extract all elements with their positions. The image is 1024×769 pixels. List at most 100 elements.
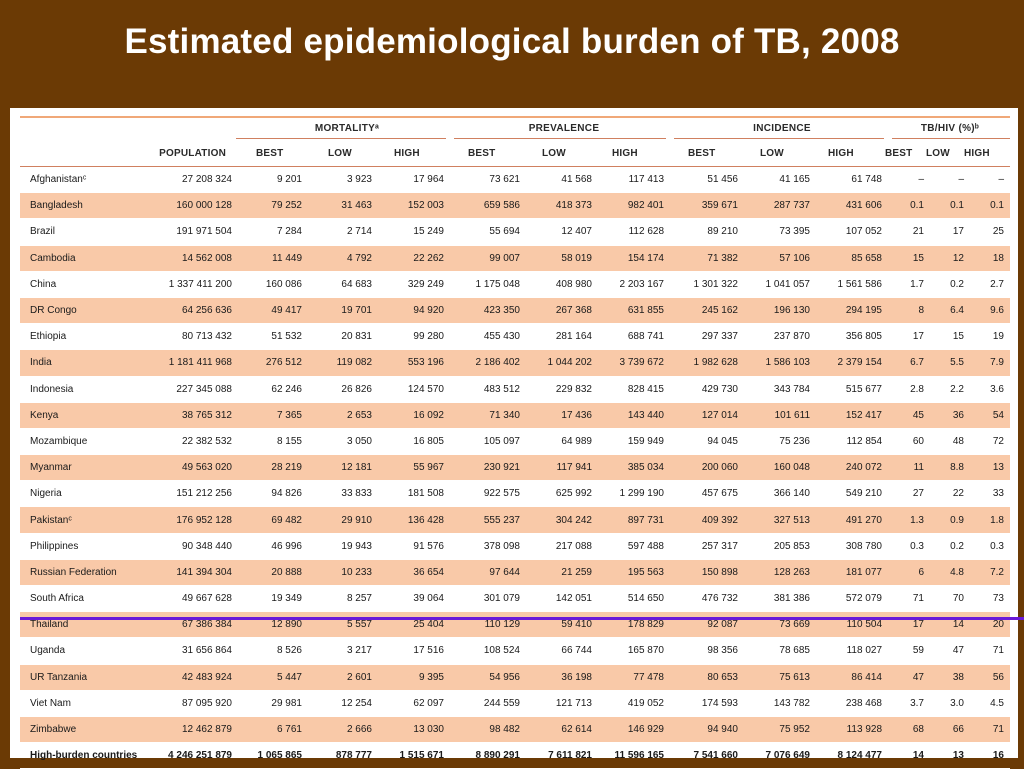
cell-pop: 42 483 924: [148, 664, 238, 691]
cell-p-best: 659 586: [450, 192, 526, 220]
cell-h-best: 11: [888, 454, 930, 482]
cell-h-best: 27: [888, 480, 930, 508]
cell-m-low: 26 826: [308, 376, 378, 403]
cell-p-high: 597 488: [598, 533, 670, 560]
cell-m-low: 29 910: [308, 506, 378, 534]
cell-m-best: 6 761: [238, 716, 308, 744]
cell-m-high: 99 280: [378, 323, 450, 351]
cell-p-high: 514 650: [598, 585, 670, 613]
table-row: Philippines 90 348 440 46 996 19 943 91 576 3…: [20, 533, 1010, 560]
cell-i-best: 429 730: [670, 376, 744, 403]
cell-h-low: 2.2: [930, 376, 970, 403]
cell-p-best: 54 956: [450, 664, 526, 691]
cell-p-best: 378 098: [450, 533, 526, 560]
cell-h-best: 14: [888, 742, 930, 769]
cell-m-best: 7 284: [238, 218, 308, 246]
cell-h-high: 2.7: [970, 271, 1010, 298]
cell-p-low: 64 989: [526, 428, 598, 456]
cell-h-low: 0.2: [930, 533, 970, 560]
cell-pop: 49 667 628: [148, 585, 238, 613]
cell-h-high: –: [970, 167, 1010, 194]
cell-p-best: 105 097: [450, 428, 526, 456]
cell-h-high: 71: [970, 716, 1010, 744]
cell-p-best: 73 621: [450, 167, 526, 194]
table-row: Thailand 67 386 384 12 890 5 557 25 404 110 1…: [20, 611, 1010, 639]
cell-m-high: 13 030: [378, 716, 450, 744]
cell-p-high: 688 741: [598, 323, 670, 351]
cell-m-best: 79 252: [238, 192, 308, 220]
cell-p-best: 2 186 402: [450, 349, 526, 377]
table-row: Cambodia 14 562 008 11 449 4 792 22 262 99 00…: [20, 245, 1010, 272]
cell-h-best: 59: [888, 637, 930, 665]
cell-i-best: 94 940: [670, 716, 744, 744]
cell-h-low: 66: [930, 716, 970, 744]
cell-m-high: 25 404: [378, 611, 450, 639]
cell-i-low: 78 685: [744, 637, 816, 665]
cell-m-high: 62 097: [378, 690, 450, 717]
cell-h-low: 70: [930, 585, 970, 613]
cell-i-best: 71 382: [670, 245, 744, 272]
cell-i-low: 366 140: [744, 480, 816, 508]
cell-i-low: 57 106: [744, 245, 816, 272]
cell-m-low: 20 831: [308, 323, 378, 351]
cell-i-low: 143 782: [744, 690, 816, 717]
cell-p-best: 71 340: [450, 402, 526, 429]
cell-m-best: 69 482: [238, 506, 308, 534]
country-name: Brazil: [20, 218, 148, 246]
cell-pop: 38 765 312: [148, 402, 238, 429]
cell-m-low: 119 082: [308, 349, 378, 377]
cell-m-low: 19 943: [308, 533, 378, 560]
cell-h-best: 45: [888, 402, 930, 429]
cell-i-high: 356 805: [816, 323, 888, 351]
cell-h-low: 6.4: [930, 297, 970, 325]
total-row: High-burden countries 4 246 251 879 1 065 …: [20, 742, 1010, 769]
table-body: Afghanistanᶜ 27 208 324 9 201 3 923 17 964 73…: [20, 167, 1010, 769]
cell-p-low: 304 242: [526, 506, 598, 534]
country-name: DR Congo: [20, 297, 148, 325]
cell-h-low: 0.9: [930, 506, 970, 534]
cell-h-high: 7.2: [970, 559, 1010, 587]
col-header-prevalence-low: LOW: [542, 148, 566, 159]
cell-i-best: 150 898: [670, 559, 744, 587]
cell-h-high: 7.9: [970, 349, 1010, 377]
country-name: Nigeria: [20, 480, 148, 508]
cell-h-best: 21: [888, 218, 930, 246]
cell-i-low: 75 613: [744, 664, 816, 691]
cell-i-low: 75 952: [744, 716, 816, 744]
cell-m-best: 28 219: [238, 454, 308, 482]
cell-h-low: 0.2: [930, 271, 970, 298]
cell-m-high: 124 570: [378, 376, 450, 403]
cell-i-high: 112 854: [816, 428, 888, 456]
cell-p-best: 8 890 291: [450, 742, 526, 769]
country-name: UR Tanzania: [20, 664, 148, 691]
cell-i-high: 8 124 477: [816, 742, 888, 769]
cell-i-low: 327 513: [744, 506, 816, 534]
cell-pop: 4 246 251 879: [148, 742, 238, 769]
cell-p-high: 165 870: [598, 637, 670, 665]
cell-h-best: 0.1: [888, 192, 930, 220]
table-row: China 1 337 411 200 160 086 64 683 329 249 1 …: [20, 271, 1010, 298]
cell-i-high: 294 195: [816, 297, 888, 325]
cell-i-best: 1 982 628: [670, 349, 744, 377]
country-name: Kenya: [20, 402, 148, 429]
cell-m-low: 10 233: [308, 559, 378, 587]
cell-h-high: 56: [970, 664, 1010, 691]
cell-i-best: 94 045: [670, 428, 744, 456]
header-rule: [20, 166, 1010, 167]
col-header-mortality-best: BEST: [256, 148, 284, 159]
country-name: South Africa: [20, 585, 148, 613]
cell-i-high: 107 052: [816, 218, 888, 246]
cell-p-best: 483 512: [450, 376, 526, 403]
table-row: Bangladesh 160 000 128 79 252 31 463 152 003…: [20, 192, 1010, 220]
cell-i-low: 128 263: [744, 559, 816, 587]
cell-p-best: 301 079: [450, 585, 526, 613]
country-name: Mozambique: [20, 428, 148, 456]
cell-m-high: 17 964: [378, 167, 450, 194]
cell-p-high: 385 034: [598, 454, 670, 482]
cell-h-best: 1.7: [888, 271, 930, 298]
cell-m-high: 152 003: [378, 192, 450, 220]
col-header-tbhiv-best: BEST: [885, 148, 913, 159]
cell-m-best: 7 365: [238, 402, 308, 429]
cell-h-best: 60: [888, 428, 930, 456]
table-row: Uganda 31 656 864 8 526 3 217 17 516 108 524 6…: [20, 637, 1010, 665]
